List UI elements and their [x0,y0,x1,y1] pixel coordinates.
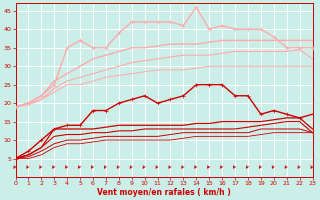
X-axis label: Vent moyen/en rafales ( km/h ): Vent moyen/en rafales ( km/h ) [97,188,231,197]
